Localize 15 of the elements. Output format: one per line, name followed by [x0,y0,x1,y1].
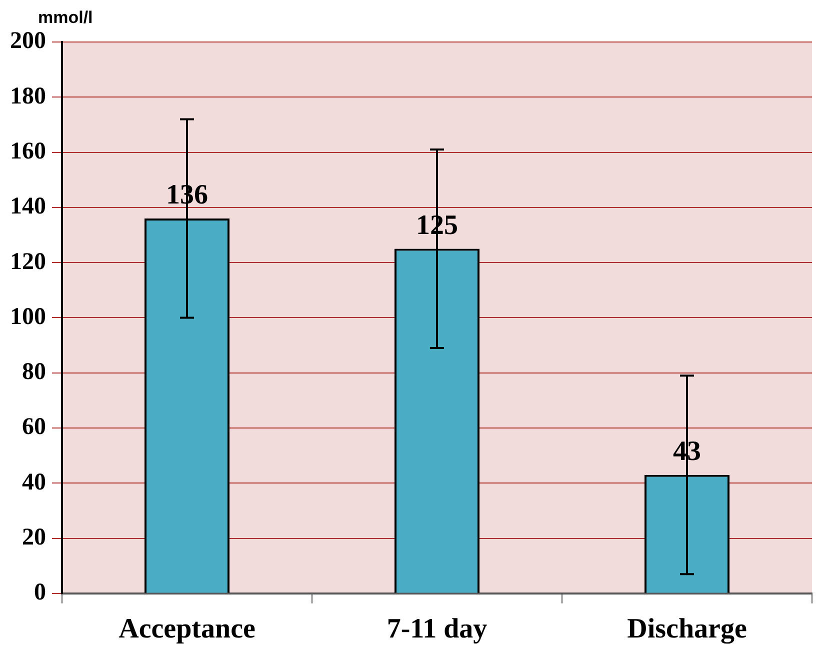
y-tick-label: 40 [22,469,46,496]
x-tick-label: Discharge [627,613,747,644]
y-tick-label: 140 [10,194,46,220]
y-tick-label: 80 [22,359,46,386]
y-tick-label: 100 [10,304,46,330]
y-tick-label: 60 [22,414,46,440]
y-tick-label: 20 [22,524,46,550]
y-tick-label: 0 [34,580,46,606]
x-tick-label: 7-11 day [386,613,488,644]
y-tick-label: 160 [10,138,46,164]
y-tick-label: 180 [10,83,46,110]
y-axis-title: mmol/l [38,8,93,28]
y-tick-label: 120 [10,248,46,275]
y-tick-label: 200 [10,28,46,54]
x-tick-label: Acceptance [118,613,256,644]
